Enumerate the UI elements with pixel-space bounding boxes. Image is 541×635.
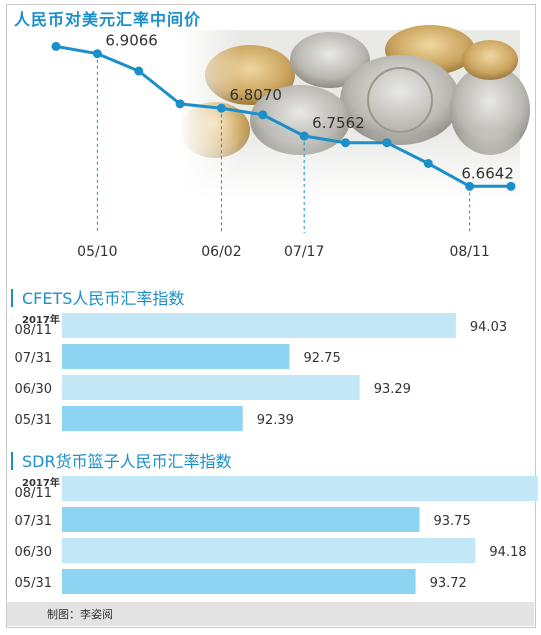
rate-label-1: 6.8070 — [229, 86, 281, 104]
bar-1 — [62, 507, 420, 532]
year-label: 2017年 — [22, 313, 60, 326]
rate-point-3 — [175, 99, 185, 109]
rate-point-5 — [258, 110, 268, 120]
date-label-2: 07/17 — [284, 244, 324, 260]
rate-point-0 — [51, 41, 61, 51]
bar-3 — [62, 406, 243, 431]
value-label-3: 92.39 — [257, 413, 294, 428]
rate-point-8 — [382, 138, 392, 148]
coins-image — [180, 25, 530, 200]
rate-point-1 — [92, 49, 102, 59]
value-label-1: 93.75 — [434, 514, 471, 529]
bar-2 — [62, 538, 476, 563]
category-label-1: 07/31 — [15, 514, 52, 529]
bar-0 — [62, 476, 538, 501]
footer: 制图：李姿阅 — [7, 602, 534, 626]
rate-point-6 — [299, 131, 309, 141]
bar-chart-title: SDR货币篮子人民币汇率指数 — [22, 452, 232, 471]
category-label-1: 07/31 — [15, 351, 52, 366]
value-label-2: 93.29 — [374, 382, 411, 397]
value-label-3: 93.72 — [430, 576, 467, 591]
bar-3 — [62, 569, 416, 594]
rate-label-2: 6.7562 — [312, 114, 365, 132]
date-label-3: 08/11 — [449, 244, 489, 260]
chart-title: 人民币对美元汇率中间价 — [14, 10, 202, 29]
category-label-2: 06/30 — [15, 382, 52, 397]
category-label-3: 05/31 — [15, 413, 52, 428]
bar-2 — [62, 375, 360, 400]
value-label-1: 92.75 — [304, 351, 341, 366]
category-label-0: 08/11 — [15, 323, 52, 338]
rate-point-4 — [216, 103, 226, 113]
bar-0 — [62, 313, 456, 338]
rate-label-3: 6.6642 — [461, 164, 514, 182]
year-label: 2017年 — [22, 476, 60, 489]
rate-label-0: 6.9066 — [105, 32, 158, 50]
category-label-0: 08/11 — [15, 486, 52, 501]
rate-point-10 — [465, 181, 475, 191]
value-label-0: 94.03 — [470, 320, 507, 335]
category-label-2: 06/30 — [15, 545, 52, 560]
rate-point-7 — [341, 138, 351, 148]
credit-text: 制图：李姿阅 — [47, 608, 113, 621]
rate-point-9 — [423, 158, 433, 168]
rate-point-11 — [506, 181, 516, 191]
bar-1 — [62, 344, 290, 369]
bar-chart-title: CFETS人民币汇率指数 — [22, 289, 184, 308]
category-label-3: 05/31 — [15, 576, 52, 591]
value-label-2: 94.18 — [489, 545, 526, 560]
date-label-0: 05/10 — [77, 244, 117, 260]
rate-line — [55, 44, 511, 188]
bar-chart-2: SDR货币篮子人民币汇率指数2017年08/1194.6607/3193.750… — [11, 452, 538, 594]
rate-point-2 — [134, 66, 144, 76]
date-label-1: 06/02 — [201, 244, 241, 260]
